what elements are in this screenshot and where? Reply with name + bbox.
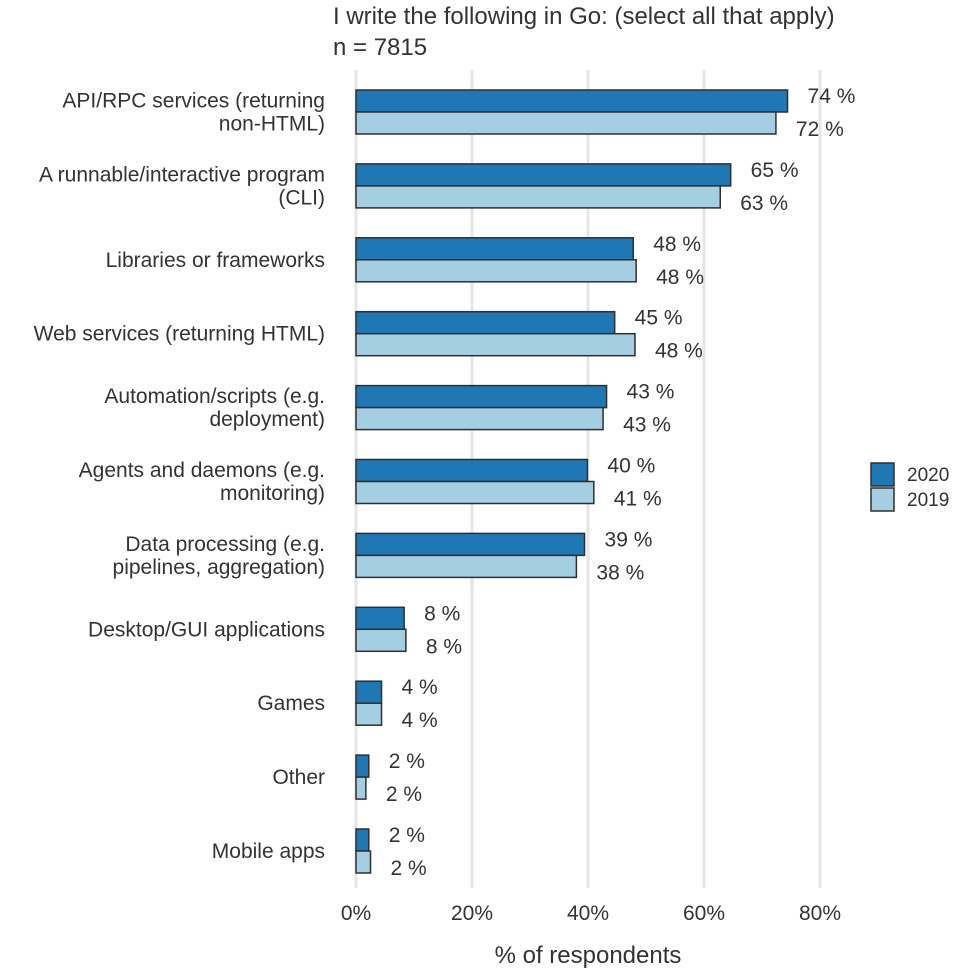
data-label-2019: 2 % [391, 857, 427, 880]
legend: 2020 2019 [870, 462, 949, 512]
data-label-2020: 2 % [389, 824, 425, 847]
bar-2019 [355, 332, 636, 357]
x-tick-label: 60% [683, 902, 725, 925]
category-label: deployment) [209, 408, 325, 431]
data-label-2020: 8 % [424, 602, 460, 625]
data-label-2020: 39 % [605, 528, 653, 551]
category-label: Games [257, 692, 325, 715]
data-label-2019: 48 % [655, 340, 703, 363]
x-tick-label: 40% [567, 902, 609, 925]
category-label: Desktop/GUI applications [88, 618, 325, 641]
bar-2020 [355, 89, 789, 113]
data-label-2019: 43 % [623, 414, 671, 437]
x-tick-label: 80% [799, 902, 841, 925]
x-tick-label: 20% [451, 902, 493, 925]
category-label: Web services (returning HTML) [34, 323, 325, 346]
legend-swatch-2019 [870, 487, 895, 512]
x-tick-label: 0% [341, 902, 371, 925]
value-labels: 74 % 72 % 65 % 63 % 48 % 48 % 45 % 48 % 43 % 43 %… [386, 85, 856, 880]
category-label: pipelines, aggregation) [113, 556, 325, 579]
bar-2020 [355, 532, 586, 557]
category-label: API/RPC services (returning [62, 90, 325, 113]
bar-2019 [355, 702, 383, 726]
bar-2020 [355, 828, 370, 852]
category-label: Mobile apps [212, 840, 325, 863]
data-label-2020: 74 % [808, 85, 856, 108]
data-label-2020: 40 % [607, 455, 655, 478]
data-label-2019: 2 % [386, 783, 422, 806]
data-label-2020: 43 % [627, 381, 675, 404]
data-label-2019: 72 % [796, 118, 844, 141]
x-tick-labels: 0% 20% 40% 60% 80% [341, 902, 841, 925]
bar-2020 [355, 606, 405, 631]
data-label-2020: 45 % [635, 307, 683, 330]
bar-2019 [355, 776, 367, 800]
bar-2020 [355, 754, 370, 778]
data-label-2020: 65 % [751, 159, 799, 182]
chart-subtitle: n = 7815 [333, 34, 427, 61]
data-label-2020: 4 % [402, 676, 438, 699]
bar-2019 [355, 406, 604, 431]
legend-label-2020: 2020 [907, 465, 949, 486]
bar-2020 [355, 384, 608, 409]
bar-2019 [355, 185, 721, 209]
category-label: Other [272, 766, 325, 789]
data-label-2019: 41 % [614, 488, 662, 511]
data-label-2020: 48 % [653, 233, 701, 256]
category-label: Automation/scripts (e.g. [104, 385, 325, 408]
legend-swatch-2020 [870, 462, 895, 487]
x-axis-label: % of respondents [495, 942, 682, 969]
category-label: A runnable/interactive program [39, 163, 325, 186]
bars [355, 89, 789, 874]
category-label: monitoring) [220, 482, 325, 505]
bar-2020 [355, 310, 616, 335]
bar-2019 [355, 480, 595, 505]
category-label: Agents and daemons (e.g. [79, 459, 325, 482]
data-label-2019: 63 % [740, 192, 788, 215]
chart-title: I write the following in Go: (select all… [333, 3, 835, 30]
bar-2019 [355, 628, 407, 653]
bar-2020 [355, 458, 589, 483]
bar-2020 [355, 163, 732, 187]
bar-2019 [355, 259, 637, 283]
bar-2020 [355, 680, 383, 704]
category-label: (CLI) [278, 186, 325, 209]
category-label: non-HTML) [219, 113, 325, 136]
bar-2019 [355, 850, 372, 874]
category-label: Libraries or frameworks [106, 249, 325, 272]
category-label: Data processing (e.g. [125, 533, 325, 556]
bar-2019 [355, 111, 777, 135]
data-label-2019: 38 % [596, 561, 644, 584]
data-label-2019: 4 % [402, 709, 438, 732]
bar-2020 [355, 237, 634, 261]
data-label-2019: 48 % [656, 266, 704, 289]
bar-2019 [355, 554, 578, 579]
legend-label-2019: 2019 [907, 490, 949, 511]
data-label-2020: 2 % [389, 750, 425, 773]
data-label-2019: 8 % [426, 635, 462, 658]
